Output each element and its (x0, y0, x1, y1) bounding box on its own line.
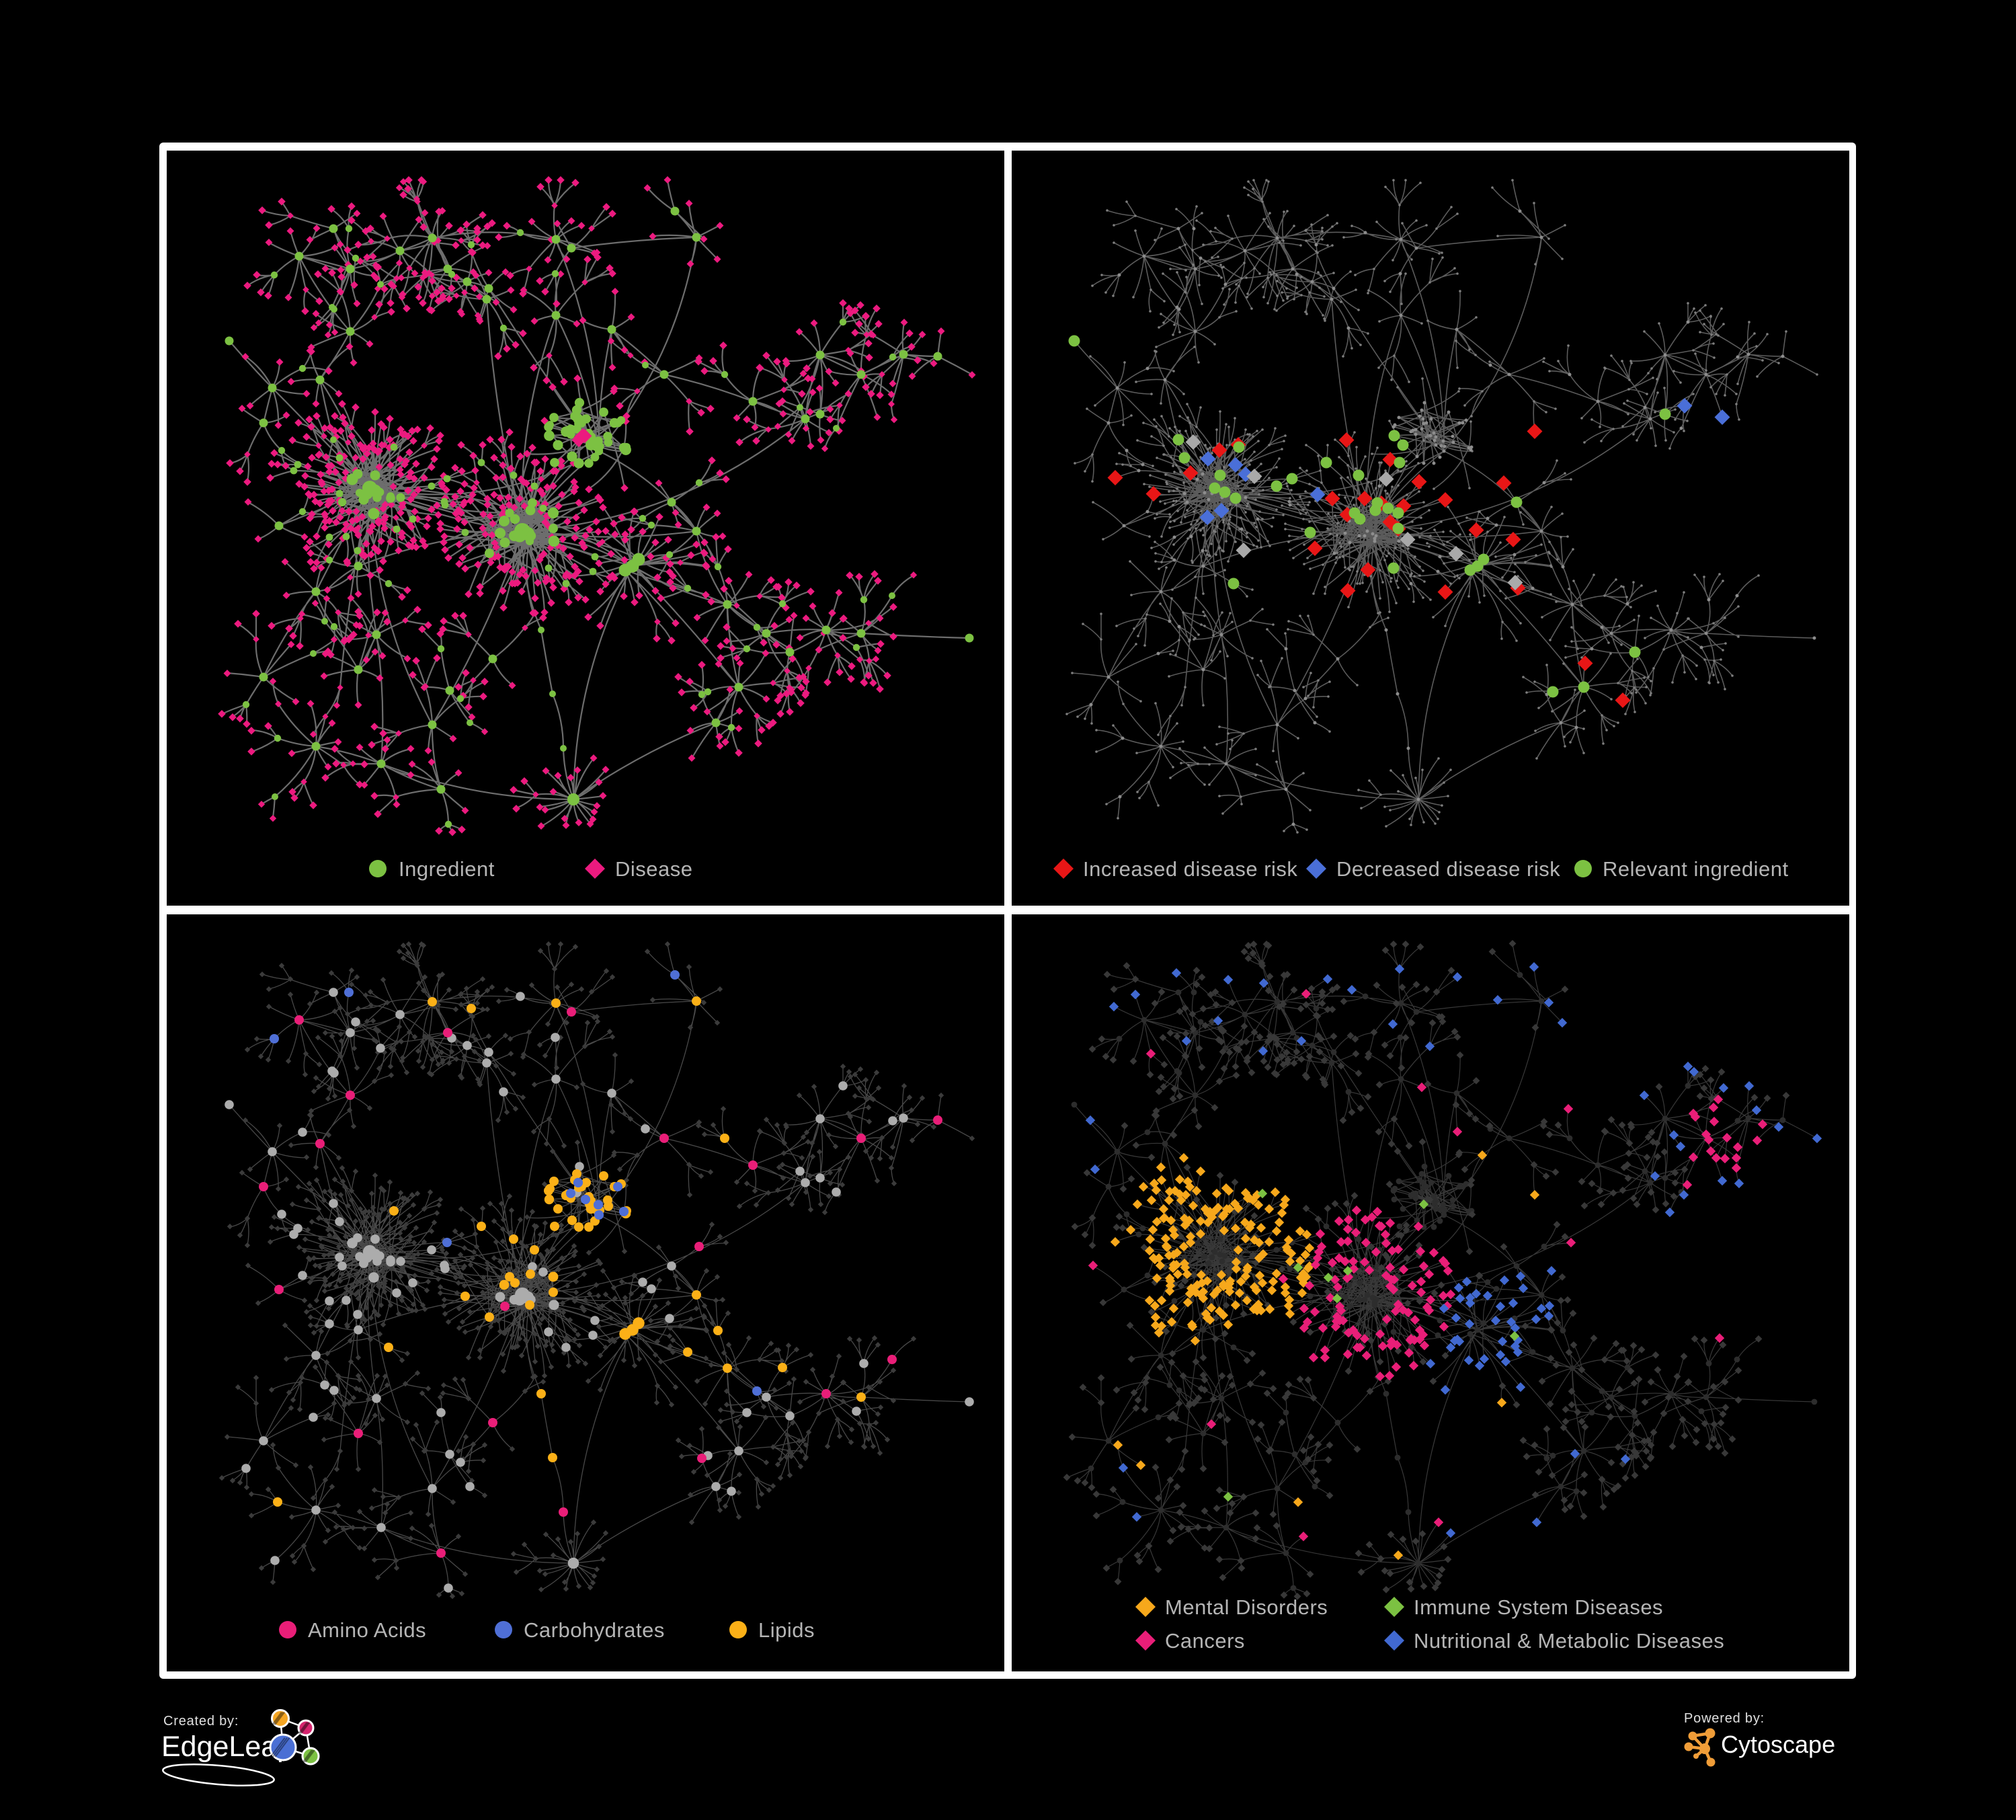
svg-text:Lipids: Lipids (758, 1618, 815, 1642)
svg-text:Decreased disease risk: Decreased disease risk (1336, 857, 1560, 881)
svg-text:Ingredient: Ingredient (399, 857, 495, 881)
svg-text:Relevant ingredient: Relevant ingredient (1603, 857, 1789, 881)
svg-text:Powered by:: Powered by: (1684, 1711, 1765, 1726)
svg-text:Increased disease risk: Increased disease risk (1083, 857, 1297, 881)
svg-text:Mental Disorders: Mental Disorders (1165, 1595, 1328, 1619)
svg-text:Carbohydrates: Carbohydrates (524, 1618, 665, 1642)
svg-text:Created by:: Created by: (163, 1714, 239, 1729)
svg-text:Immune System Diseases: Immune System Diseases (1414, 1595, 1663, 1619)
svg-text:Amino Acids: Amino Acids (308, 1618, 426, 1642)
svg-text:Nutritional & Metabolic Diseas: Nutritional & Metabolic Diseases (1414, 1629, 1724, 1653)
svg-text:Disease: Disease (615, 857, 693, 881)
svg-text:Cytoscape: Cytoscape (1721, 1731, 1835, 1758)
svg-text:Cancers: Cancers (1165, 1629, 1245, 1653)
